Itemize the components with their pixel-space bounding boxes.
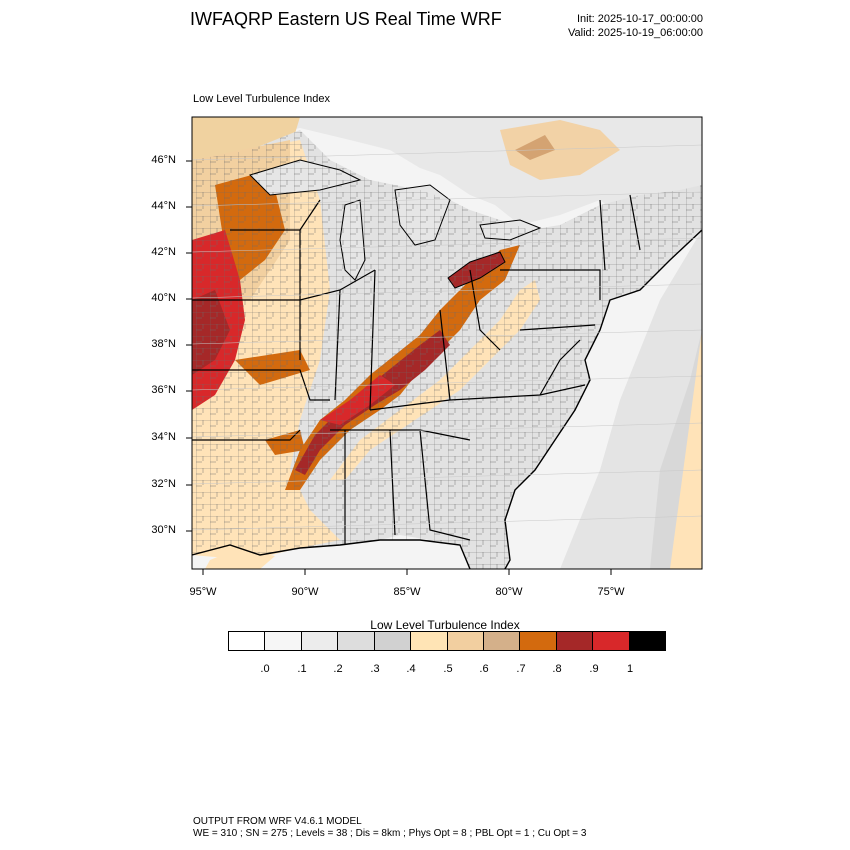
lat-label: 30°N	[151, 524, 176, 536]
lon-label: 80°W	[495, 586, 523, 598]
lon-label: 85°W	[393, 586, 421, 598]
colorbar-swatch	[483, 632, 521, 650]
colorbar-label: .7	[516, 663, 526, 675]
lat-label: 44°N	[151, 200, 176, 212]
colorbar-swatch	[593, 632, 630, 650]
footer-model: OUTPUT FROM WRF V4.6.1 MODEL	[193, 816, 362, 827]
coastline	[192, 229, 702, 569]
colorbar-label: .0	[260, 663, 270, 675]
colorbar-swatch	[374, 632, 412, 650]
chart-title: IWFAQRP Eastern US Real Time WRF	[190, 9, 502, 29]
lat-label: 36°N	[151, 384, 176, 396]
colorbar-swatch	[520, 632, 557, 650]
lon-label: 75°W	[597, 586, 625, 598]
lat-label: 38°N	[151, 338, 176, 350]
lon-label: 95°W	[189, 586, 217, 598]
colorbar-label: .1	[297, 663, 307, 675]
lat-label: 46°N	[151, 154, 176, 166]
ocean-tan	[670, 330, 702, 569]
colorbar-swatch	[338, 632, 375, 650]
colorbar-swatch	[301, 632, 339, 650]
init-time: Init: 2025-10-17_00:00:00	[577, 13, 703, 25]
colorbar-swatch	[556, 632, 594, 650]
lat-label: 34°N	[151, 431, 176, 443]
colorbar-label: .3	[370, 663, 380, 675]
colorbar-swatch	[265, 632, 302, 650]
graticule	[192, 144, 702, 531]
colorbar-label: 1	[626, 663, 634, 675]
colorbar-label: .4	[406, 663, 416, 675]
canada-tan	[500, 120, 620, 180]
county-grid	[192, 130, 702, 569]
colorbar-title: Low Level Turbulence Index	[370, 618, 520, 632]
colorbar-swatch	[229, 632, 266, 650]
valid-time: Valid: 2025-10-19_06:00:00	[568, 27, 703, 39]
map-frame	[191, 116, 703, 570]
footer-config: WE = 310 ; SN = 275 ; Levels = 38 ; Dis …	[193, 828, 587, 839]
lat-label: 32°N	[151, 478, 176, 490]
lat-label: 42°N	[151, 246, 176, 258]
map-subtitle: Low Level Turbulence Index	[193, 93, 330, 105]
lon-label: 90°W	[291, 586, 319, 598]
colorbar	[228, 631, 666, 651]
colorbar-swatch	[629, 632, 666, 650]
state-borders	[192, 194, 641, 545]
colorbar-swatch	[447, 632, 484, 650]
colorbar-label: .2	[333, 663, 343, 675]
colorbar-swatch	[411, 632, 448, 650]
colorbar-label: .6	[479, 663, 489, 675]
colorbar-label: .9	[589, 663, 599, 675]
canada-tan-dark	[515, 135, 555, 160]
lat-label: 40°N	[151, 292, 176, 304]
colorbar-label: .8	[552, 663, 562, 675]
colorbar-label: .5	[443, 663, 453, 675]
